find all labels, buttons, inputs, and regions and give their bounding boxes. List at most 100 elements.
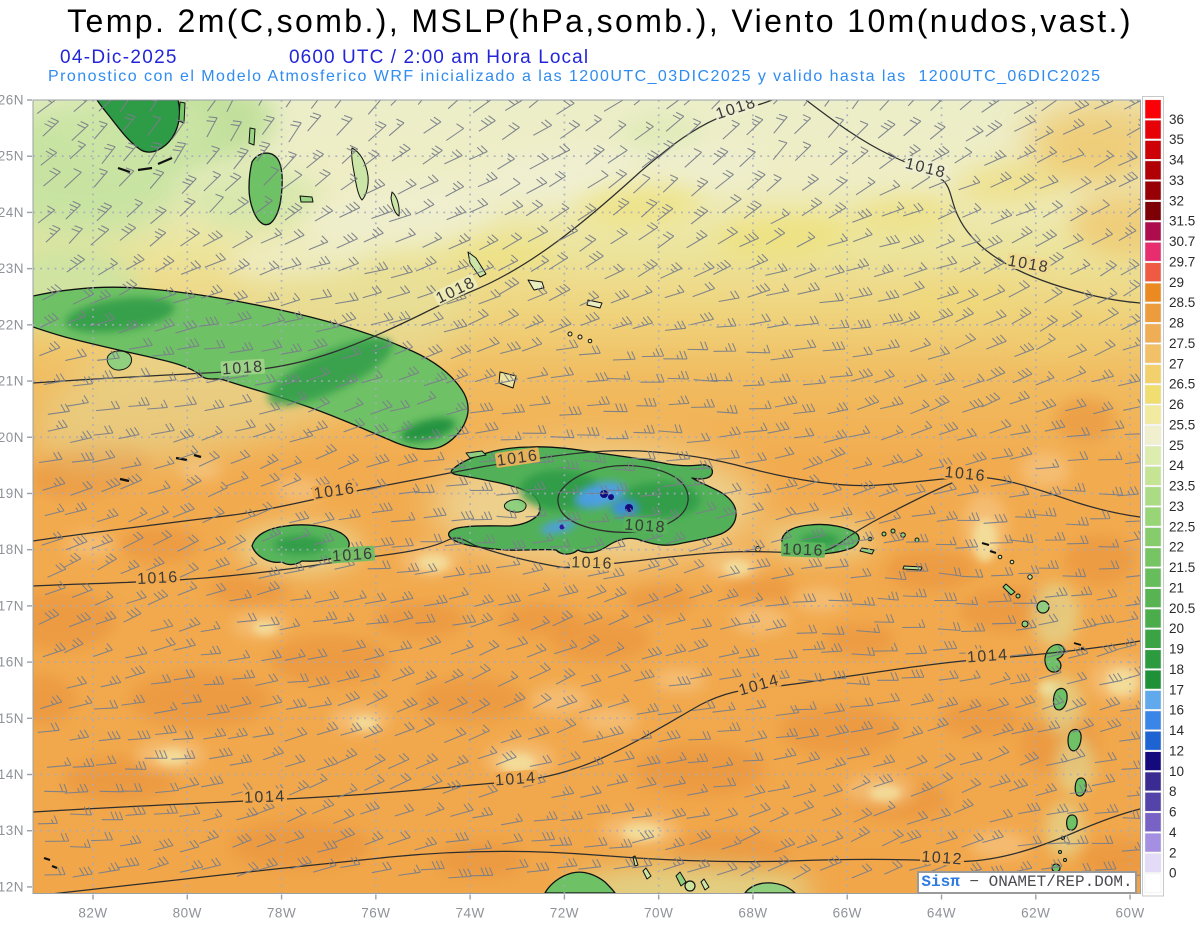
isobar-1016 bbox=[33, 482, 953, 587]
wind-barb bbox=[43, 373, 66, 386]
wind-barb bbox=[289, 510, 310, 524]
wind-barb bbox=[794, 263, 817, 279]
wind-barb bbox=[225, 289, 248, 305]
wind-barb bbox=[126, 198, 143, 218]
wind-barb bbox=[716, 861, 738, 876]
colorbar-swatch bbox=[1144, 792, 1162, 812]
isobar-label-group: 1018 bbox=[622, 516, 668, 536]
wind-barb bbox=[63, 552, 82, 569]
wind-barb bbox=[687, 341, 709, 351]
wind-barb bbox=[854, 510, 876, 524]
wind-barb bbox=[634, 669, 655, 682]
wind-barb bbox=[226, 100, 234, 113]
isobar-label-bg bbox=[903, 155, 949, 180]
forecast-time: 0600 UTC / 2:00 am Hora Local bbox=[289, 47, 590, 68]
wind-barb bbox=[577, 203, 597, 221]
isobar-label-group: 1012 bbox=[919, 849, 965, 868]
lon-axis-label: 78W bbox=[267, 906, 296, 921]
mountain-peak-cold bbox=[600, 490, 608, 498]
wind-barb bbox=[261, 526, 282, 542]
wind-barb bbox=[93, 369, 114, 381]
wind-barb bbox=[631, 730, 653, 741]
wind-barb bbox=[343, 417, 366, 433]
colorbar-swatch bbox=[1144, 669, 1162, 690]
isobar-label-group: 1016 bbox=[494, 447, 541, 470]
wind-barb bbox=[44, 503, 65, 517]
wind-barb bbox=[422, 145, 443, 165]
wind-barb bbox=[1099, 696, 1121, 711]
lat-axis-label: 21N bbox=[0, 374, 24, 389]
wind-barb bbox=[472, 806, 494, 819]
wind-barb bbox=[179, 617, 201, 632]
colorbar-tick-label: 27.5 bbox=[1169, 336, 1195, 351]
wind-barb bbox=[556, 718, 577, 734]
wind-barb bbox=[801, 197, 823, 217]
new-providence bbox=[299, 195, 314, 203]
wind-barb bbox=[613, 858, 635, 870]
wind-barb bbox=[286, 390, 309, 406]
wind-barb bbox=[604, 586, 627, 603]
wind-barb bbox=[719, 668, 742, 680]
wind-barb bbox=[631, 807, 653, 819]
wind-barb bbox=[883, 531, 905, 544]
wind-barb bbox=[850, 567, 872, 579]
wind-barb bbox=[876, 339, 900, 352]
wind-barb bbox=[1016, 144, 1036, 160]
wind-barb bbox=[580, 673, 602, 687]
colorbar-tick-label: 19 bbox=[1169, 642, 1184, 657]
wind-barb bbox=[583, 610, 603, 625]
wind-barb bbox=[415, 669, 437, 685]
wind-barb bbox=[90, 225, 110, 246]
colorbar-swatch bbox=[1144, 221, 1162, 242]
florida bbox=[96, 100, 181, 153]
colorbar-tick-label: 12 bbox=[1169, 743, 1184, 758]
wind-barb bbox=[1046, 645, 1068, 658]
wind-barb bbox=[684, 148, 702, 168]
wind-barb bbox=[101, 811, 124, 821]
page-title: Temp. 2m(C,somb.), MSLP(hPa,somb.), Vien… bbox=[67, 3, 1133, 39]
wind-barb bbox=[905, 483, 926, 497]
wind-barb bbox=[713, 259, 732, 275]
wind-barb bbox=[766, 174, 782, 192]
wind-barb bbox=[308, 696, 332, 709]
isobar-label-bg bbox=[622, 516, 668, 535]
wind-barb bbox=[936, 285, 959, 300]
wind-barb bbox=[636, 702, 660, 715]
wind-barb bbox=[178, 445, 199, 460]
wind-barb bbox=[97, 553, 117, 571]
colorbar: 363534333231.530.729.72928.52827.52726.5… bbox=[1142, 96, 1195, 897]
wind-barb bbox=[419, 635, 442, 650]
wind-barb bbox=[283, 562, 305, 575]
wind-barb bbox=[307, 675, 330, 689]
wind-barb bbox=[475, 534, 496, 544]
wind-barb bbox=[665, 643, 687, 657]
wind-barb bbox=[308, 773, 328, 789]
wind-barb bbox=[958, 175, 981, 191]
wind-barb bbox=[527, 225, 549, 243]
wind-barb bbox=[856, 394, 880, 411]
wind-barb bbox=[281, 455, 302, 471]
wind-barb bbox=[421, 774, 443, 790]
wind-barb bbox=[1124, 425, 1141, 436]
wind-barb bbox=[496, 556, 521, 569]
wind-barb bbox=[929, 395, 950, 412]
wind-barb bbox=[504, 100, 523, 112]
wind-barb bbox=[389, 772, 412, 790]
lat-axis-label: 15N bbox=[0, 711, 24, 726]
wind-barb bbox=[657, 231, 675, 249]
wind-barb bbox=[477, 171, 498, 188]
wind-barb bbox=[530, 255, 550, 272]
wind-barb bbox=[873, 263, 894, 278]
wind-barb bbox=[532, 692, 552, 709]
shading-patch bbox=[230, 821, 370, 869]
wind-barb bbox=[444, 459, 466, 470]
wind-barb bbox=[284, 202, 303, 221]
wind-barb bbox=[367, 560, 391, 570]
wind-barb bbox=[1094, 174, 1117, 191]
wind-barb bbox=[1062, 748, 1086, 763]
wind-barb bbox=[827, 233, 849, 247]
wind-barb bbox=[307, 648, 328, 660]
wind-barb bbox=[259, 260, 280, 276]
isobar-label: 1016 bbox=[331, 546, 374, 566]
